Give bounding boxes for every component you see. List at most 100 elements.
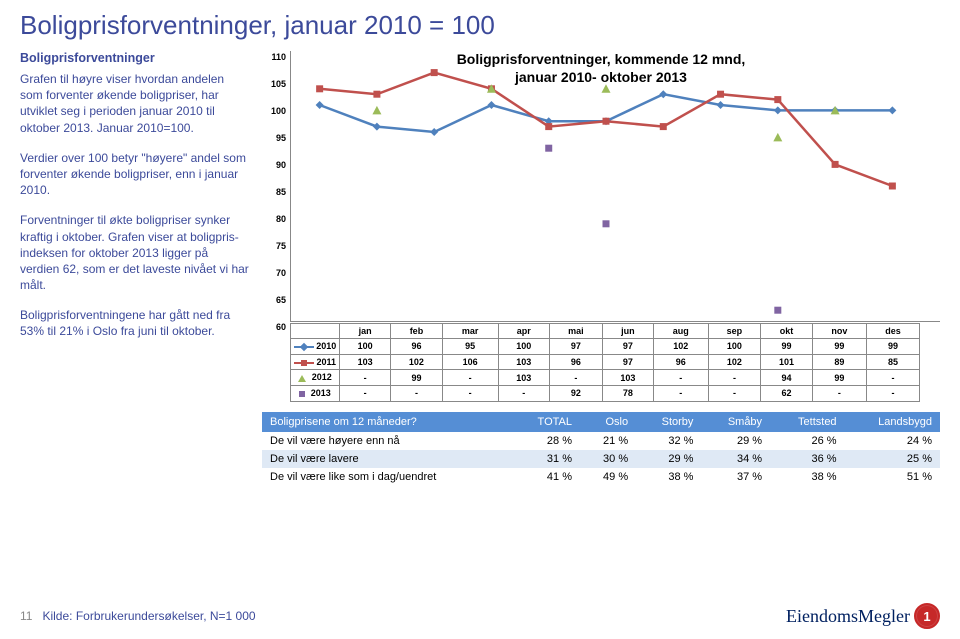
chart-table-series-name: 2011 xyxy=(314,357,336,367)
chart-table-value: - xyxy=(498,385,549,401)
brand-logo: EiendomsMegler 1 xyxy=(786,603,940,629)
chart-table-category: mar xyxy=(442,324,498,339)
chart-table-value: - xyxy=(867,385,920,401)
section-heading: Boligprisforventninger xyxy=(20,51,250,65)
chart-table-value: - xyxy=(391,385,442,401)
chart-table-value: 97 xyxy=(602,354,653,370)
chart-table-value: - xyxy=(340,370,391,386)
chart-series-marker xyxy=(430,128,438,136)
chart-table-value: 89 xyxy=(812,354,866,370)
chart-series-marker xyxy=(545,145,552,152)
chart-table-value: 102 xyxy=(708,354,761,370)
lower-table-cell: 21 % xyxy=(580,432,636,450)
lower-table-header: Storby xyxy=(636,412,701,432)
chart-series-marker xyxy=(774,307,781,314)
chart-plot-area xyxy=(290,51,940,322)
chart-table-value: 94 xyxy=(761,370,812,386)
chart-table-category: nov xyxy=(812,324,866,339)
chart-table-value: - xyxy=(340,385,391,401)
chart-table-value: 106 xyxy=(442,354,498,370)
chart-table-value: 96 xyxy=(391,339,442,355)
chart-table-category: sep xyxy=(708,324,761,339)
chart-table-category: okt xyxy=(761,324,812,339)
chart-table-category: des xyxy=(867,324,920,339)
lower-table-cell: 32 % xyxy=(636,432,701,450)
lower-table-cell: 38 % xyxy=(636,468,701,486)
chart-series-marker xyxy=(659,90,667,98)
chart-table-value: 102 xyxy=(391,354,442,370)
chart-table-value: - xyxy=(442,370,498,386)
chart-table-value: 96 xyxy=(549,354,602,370)
chart-table-legend-cell: 2012 xyxy=(291,370,340,386)
chart-series-marker xyxy=(889,183,896,190)
chart-table-value: 99 xyxy=(761,339,812,355)
chart-table-value: 99 xyxy=(812,370,866,386)
chart-table-series-name: 2013 xyxy=(308,388,331,398)
chart-table-value: - xyxy=(867,370,920,386)
brand-logo-text: EiendomsMegler xyxy=(786,606,910,627)
chart-table-value: 103 xyxy=(498,370,549,386)
lower-table-cell: 29 % xyxy=(701,432,770,450)
chart-series-marker xyxy=(487,101,495,109)
chart-table-value: 103 xyxy=(340,354,391,370)
lower-table-cell: De vil være like som i dag/uendret xyxy=(262,468,511,486)
lower-table-cell: 24 % xyxy=(845,432,940,450)
chart-series-marker xyxy=(545,123,552,130)
chart-table-value: 101 xyxy=(761,354,812,370)
chart-table-series-name: 2012 xyxy=(309,372,332,382)
chart-series-marker xyxy=(603,220,610,227)
chart-table-value: 96 xyxy=(654,354,708,370)
paragraph-3: Forventninger til økte boligpriser synke… xyxy=(20,212,250,293)
lower-table-cell: 38 % xyxy=(770,468,845,486)
page-number: 11 xyxy=(20,609,32,623)
lower-table-cell: 31 % xyxy=(511,450,580,468)
chart-table-value: 100 xyxy=(340,339,391,355)
chart-table-value: - xyxy=(812,385,866,401)
chart-table-value: 99 xyxy=(812,339,866,355)
chart-table-legend-cell: 2010 xyxy=(291,339,340,355)
chart-series-marker xyxy=(602,84,611,93)
chart-series-marker xyxy=(373,91,380,98)
chart-table-value: 92 xyxy=(549,385,602,401)
chart-table-category: aug xyxy=(654,324,708,339)
chart-series-marker xyxy=(660,123,667,130)
lower-table-cell: 51 % xyxy=(845,468,940,486)
chart-series-marker xyxy=(832,161,839,168)
lower-table-cell: 49 % xyxy=(580,468,636,486)
footer-source: Kilde: Forbrukerundersøkelser, N=1 000 xyxy=(42,609,255,623)
chart-table-value: - xyxy=(549,370,602,386)
chart-table-value: 103 xyxy=(498,354,549,370)
brand-logo-badge: 1 xyxy=(914,603,940,629)
lower-table-header: Landsbygd xyxy=(845,412,940,432)
chart-series-marker xyxy=(717,91,724,98)
lower-table-cell: 25 % xyxy=(845,450,940,468)
lower-table-cell: 29 % xyxy=(636,450,701,468)
lower-table-cell: De vil være lavere xyxy=(262,450,511,468)
chart-table-category: mai xyxy=(549,324,602,339)
chart-table-legend-cell: 2013 xyxy=(291,385,340,401)
chart-table-value: 85 xyxy=(867,354,920,370)
chart-series-line xyxy=(320,94,893,132)
chart-table-value: 95 xyxy=(442,339,498,355)
chart-table-category: feb xyxy=(391,324,442,339)
chart-table-category: jun xyxy=(602,324,653,339)
lower-table-header: Tettsted xyxy=(770,412,845,432)
chart-table-series-name: 2010 xyxy=(314,341,337,351)
chart-table-value: 99 xyxy=(391,370,442,386)
chart-series-marker xyxy=(888,106,896,114)
chart-series-marker xyxy=(774,106,782,114)
lower-table-cell: 34 % xyxy=(701,450,770,468)
chart-y-axis: 1101051009590858075706560 xyxy=(262,51,290,323)
chart-table-value: - xyxy=(654,370,708,386)
lower-table-cell: 30 % xyxy=(580,450,636,468)
chart-table-value: - xyxy=(654,385,708,401)
chart-table-value: 100 xyxy=(708,339,761,355)
chart-table-value: - xyxy=(708,385,761,401)
chart-table-value: 62 xyxy=(761,385,812,401)
chart-table-value: 78 xyxy=(602,385,653,401)
paragraph-1: Grafen til høyre viser hvordan andelen s… xyxy=(20,71,250,136)
lower-table-cell: 41 % xyxy=(511,468,580,486)
lower-table-header: Oslo xyxy=(580,412,636,432)
chart-card: Boligprisforventninger, kommende 12 mnd,… xyxy=(262,51,940,402)
chart-series-marker xyxy=(774,96,781,103)
